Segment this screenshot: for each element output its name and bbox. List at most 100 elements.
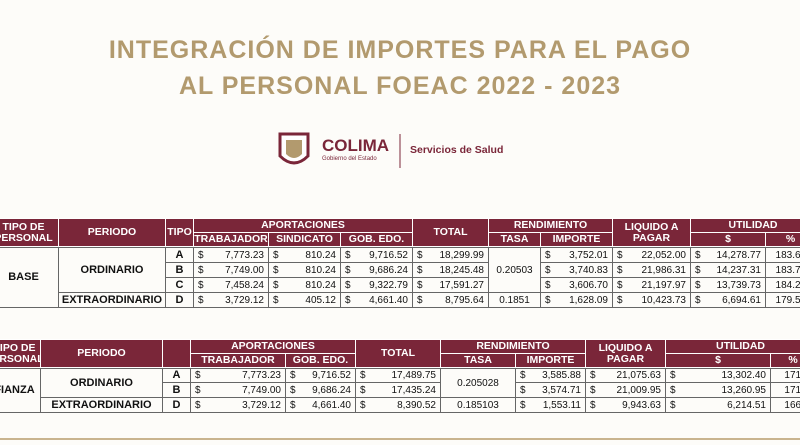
cell-text: 3,585.88 <box>542 370 581 381</box>
money-cell: $6,214.51 <box>665 397 771 413</box>
cell-text: 21,009.95 <box>616 384 662 396</box>
header-cell: $ <box>665 353 771 368</box>
header-cell: IMPORTE <box>515 353 586 368</box>
money-cell: $3,606.70 <box>540 277 613 293</box>
money-cell: $7,773.23 <box>193 247 269 263</box>
money-cell: $4,661.40 <box>285 397 356 413</box>
cell-text: 21,197.97 <box>641 279 687 291</box>
cell-text: $ <box>670 384 676 396</box>
money-cell: $9,686.24 <box>340 262 413 278</box>
cell-text: $ <box>417 279 423 291</box>
money-cell: $13,302.40 <box>665 368 771 383</box>
periodo-cell: ORDINARIO <box>40 368 163 398</box>
money-cell: $8,795.64 <box>412 292 489 308</box>
cell-text: $ <box>617 294 623 306</box>
cell-text: 7,749.00 <box>242 384 281 396</box>
cell-text: 17,591.27 <box>439 279 485 291</box>
cell-text: $ <box>617 279 623 291</box>
personal-cell: BASE <box>0 247 59 308</box>
cell-text: 14,278.77 <box>716 249 762 261</box>
cell-text: 21,075.63 <box>616 370 662 381</box>
title-line: AL PERSONAL FOEAC 2022 - 2023 <box>178 72 622 100</box>
cell-text: $ <box>545 294 551 306</box>
cell-text: $ <box>670 399 676 411</box>
money-cell: $405.12 <box>268 292 341 308</box>
cell-text: 14,237.31 <box>716 264 762 276</box>
cell-text: $ <box>520 384 526 396</box>
cell-text: $ <box>195 399 201 411</box>
money-cell: $3,752.01 <box>540 247 613 263</box>
cell-text: 1,553.11 <box>542 399 581 411</box>
header-cell: TIPO DE PERSONAL <box>0 339 41 368</box>
cell-text: 3,752.01 <box>569 249 608 261</box>
cell-text: 6,694.61 <box>722 294 761 306</box>
cell-text: 17,489.75 <box>391 370 437 381</box>
cell-text: $ <box>345 264 351 276</box>
cell-text: 9,686.24 <box>312 384 351 396</box>
header-cell: TOTAL <box>355 339 441 368</box>
header-cell: $ <box>690 232 766 247</box>
cell-text: $ <box>417 264 423 276</box>
cell-text: $ <box>290 399 296 411</box>
cell-text: $ <box>545 264 551 276</box>
cell-text: 10,423.73 <box>641 294 687 306</box>
cell-text: $ <box>198 249 204 261</box>
periodo-cell: EXTRAORDINARIO <box>58 292 166 308</box>
header-cell: LIQUIDO A PAGAR <box>612 218 691 247</box>
money-cell: $1,553.11 <box>515 397 586 413</box>
header-cell: SINDICATO <box>268 232 341 247</box>
cell-text: $ <box>520 370 526 381</box>
money-cell: $3,729.12 <box>190 397 286 413</box>
tasa-cell: 0.185103 <box>440 397 516 413</box>
periodo-cell: EXTRAORDINARIO <box>40 397 163 413</box>
cell-text: $ <box>695 249 701 261</box>
cell-text: 17,435.24 <box>391 384 437 396</box>
personal-cell: FIANZA <box>0 368 41 413</box>
money-cell: $7,458.24 <box>193 277 269 293</box>
money-cell: $21,197.97 <box>612 277 691 293</box>
cell-text: 7,458.24 <box>225 279 264 291</box>
cell-text: 7,749.00 <box>225 264 264 276</box>
header-cell: % <box>770 353 800 368</box>
money-cell: $18,245.48 <box>412 262 489 278</box>
money-cell: $810.24 <box>268 262 341 278</box>
rule <box>0 438 800 440</box>
pct-cell: 184.22% <box>765 277 800 293</box>
cell-text: $ <box>273 249 279 261</box>
header-cell: TIPO <box>165 218 194 247</box>
cell-text: $ <box>290 370 296 381</box>
money-cell: $810.24 <box>268 247 341 263</box>
cell-text: 18,299.99 <box>439 249 485 261</box>
money-cell: $1,628.09 <box>540 292 613 308</box>
pct-cell: 183.73% <box>765 262 800 278</box>
cell-text: 18,245.48 <box>439 264 485 276</box>
tipo-cell: A <box>162 368 191 383</box>
money-cell: $7,749.00 <box>193 262 269 278</box>
header-cell <box>162 339 191 368</box>
cell-text: $ <box>273 279 279 291</box>
money-cell: $9,943.63 <box>585 397 666 413</box>
pct-cell: 171.13 <box>770 368 800 383</box>
tipo-cell: B <box>162 382 191 398</box>
cell-text: 7,773.23 <box>242 370 281 381</box>
cell-text: $ <box>417 249 423 261</box>
header-cell: GOB. EDO. <box>340 232 413 247</box>
money-cell: $18,299.99 <box>412 247 489 263</box>
header-cell: TRABAJADOR <box>193 232 269 247</box>
cell-text: 3,729.12 <box>242 399 281 411</box>
cell-text: $ <box>360 370 366 381</box>
money-cell: $9,716.52 <box>285 368 356 383</box>
cell-text: $ <box>545 279 551 291</box>
money-cell: $22,052.00 <box>612 247 691 263</box>
cell-text: $ <box>345 294 351 306</box>
cell-text: $ <box>695 264 701 276</box>
cell-text: 13,739.73 <box>716 279 762 291</box>
cell-text: $ <box>345 279 351 291</box>
money-cell: $14,278.77 <box>690 247 766 263</box>
money-cell: $7,749.00 <box>190 382 286 398</box>
cell-text: 810.24 <box>305 249 336 261</box>
money-cell: $4,661.40 <box>340 292 413 308</box>
money-cell: $21,075.63 <box>585 368 666 383</box>
money-cell: $7,773.23 <box>190 368 286 383</box>
